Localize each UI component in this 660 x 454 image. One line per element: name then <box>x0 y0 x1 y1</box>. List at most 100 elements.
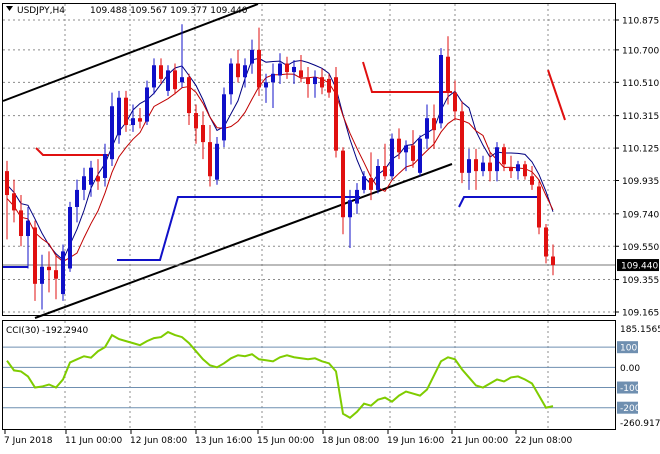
price-tick-label: 109.355 <box>622 276 659 286</box>
candle-bear <box>341 150 345 218</box>
candle-bull <box>152 65 156 88</box>
candle-bull <box>103 154 107 178</box>
candle-bull <box>264 82 268 88</box>
candle-bear <box>432 118 436 131</box>
time-tick-label: 18 Jun 08:00 <box>322 436 379 446</box>
candle-bear <box>33 227 37 284</box>
candle-bear <box>285 63 289 73</box>
price-tick-label: 110.315 <box>622 112 659 122</box>
trend-overlays <box>2 3 615 319</box>
candle-bear <box>327 78 331 93</box>
candle-bear <box>173 70 177 90</box>
candle-bull <box>390 138 394 177</box>
candle-bull <box>82 176 86 190</box>
cci-level-label: 100 <box>620 344 637 354</box>
candle-bull <box>495 147 499 172</box>
candle-bear <box>208 142 212 177</box>
candle-bull <box>110 106 114 160</box>
current-price-tag <box>617 259 659 272</box>
candle-bull <box>89 167 93 185</box>
candle-bull <box>481 162 485 172</box>
candle-bull <box>68 206 72 269</box>
cci-axis: 100 0.00 -100 -200 <box>617 341 641 414</box>
candle-bear <box>383 166 387 177</box>
candle-bear <box>19 210 23 237</box>
price-tick-label: 110.510 <box>622 79 659 89</box>
candle-bear <box>54 270 58 279</box>
candle-bull <box>278 63 282 76</box>
candle-bull <box>26 220 30 237</box>
resistance-step-line <box>547 69 566 121</box>
candle-bear <box>411 145 415 161</box>
candle-bear <box>460 111 464 173</box>
moving-average-lower <box>6 73 554 263</box>
cci-level-tag <box>617 341 638 354</box>
candle-bull <box>117 97 121 136</box>
price-tick-label: 109.165 <box>622 309 659 319</box>
resistance-step-line <box>362 61 452 93</box>
candle-bull <box>362 176 366 190</box>
candle-bear <box>537 186 541 228</box>
candle-bull <box>145 87 149 122</box>
time-axis[interactable]: 7 Jun 2018 11 Jun 00:00 12 Jun 08:00 13 Jun… <box>4 430 572 446</box>
candle-bear <box>306 77 310 85</box>
cci-level-tag <box>617 381 638 394</box>
candle-bull <box>418 138 422 173</box>
candle-bull <box>131 118 135 126</box>
candle-bull <box>222 94 226 141</box>
candle-bull <box>250 49 254 64</box>
candle-bull <box>75 189 79 207</box>
candle-bear <box>530 176 534 185</box>
price-tick-label: 110.875 <box>622 17 659 27</box>
indicator-pane-frame <box>2 320 616 430</box>
cci-line <box>6 330 554 420</box>
candle-bear <box>12 193 16 211</box>
dropdown-triangle-icon[interactable] <box>6 6 13 11</box>
candle-bear <box>446 56 450 93</box>
time-tick-label: 13 Jun 16:00 <box>195 436 252 446</box>
candle-bear <box>124 97 128 126</box>
candle-bull <box>439 55 443 124</box>
candle-bear <box>194 113 198 129</box>
current-price-label: 109.440 <box>621 262 658 272</box>
candle-bull <box>61 251 65 295</box>
price-tick-label: 109.740 <box>622 210 659 220</box>
candle-bear <box>474 159 478 172</box>
candle-bear <box>138 118 142 122</box>
candle-bull <box>516 164 520 172</box>
candle-bear <box>47 266 51 271</box>
candle-bear <box>453 92 457 112</box>
candle-bull <box>229 63 233 95</box>
candle-bear <box>299 70 303 78</box>
time-tick-label: 19 Jun 16:00 <box>387 436 444 446</box>
candles <box>5 24 555 310</box>
cci-label: CCI(30) <box>6 326 40 336</box>
candle-bull <box>404 145 408 153</box>
resistance-step-line <box>35 147 108 156</box>
support-step-line <box>458 196 540 208</box>
candle-bull <box>425 118 429 139</box>
price-tick-label: 109.550 <box>622 243 659 253</box>
time-tick-label: 12 Jun 08:00 <box>130 436 187 446</box>
trend-channel-upper <box>2 3 259 102</box>
candle-bull <box>313 77 317 85</box>
candle-bull <box>376 166 380 190</box>
candle-bear <box>201 125 205 143</box>
candle-bear <box>320 77 324 88</box>
price-axis[interactable]: 110.875 110.700 110.510 110.315 110.125 109.9… <box>615 17 659 319</box>
symbol-label: USDJPY,H4 <box>17 6 65 16</box>
candle-bear <box>509 167 513 172</box>
candle-bull <box>243 65 247 78</box>
candle-bull <box>180 77 184 83</box>
candle-bull <box>467 159 471 173</box>
candle-bear <box>96 176 100 182</box>
candle-bull <box>292 66 296 73</box>
candle-bull <box>271 73 275 83</box>
time-tick-label: 15 Jun 00:00 <box>257 436 314 446</box>
candle-bear <box>551 256 555 266</box>
support-step-line <box>117 196 360 261</box>
moving-average-upper <box>6 57 554 261</box>
